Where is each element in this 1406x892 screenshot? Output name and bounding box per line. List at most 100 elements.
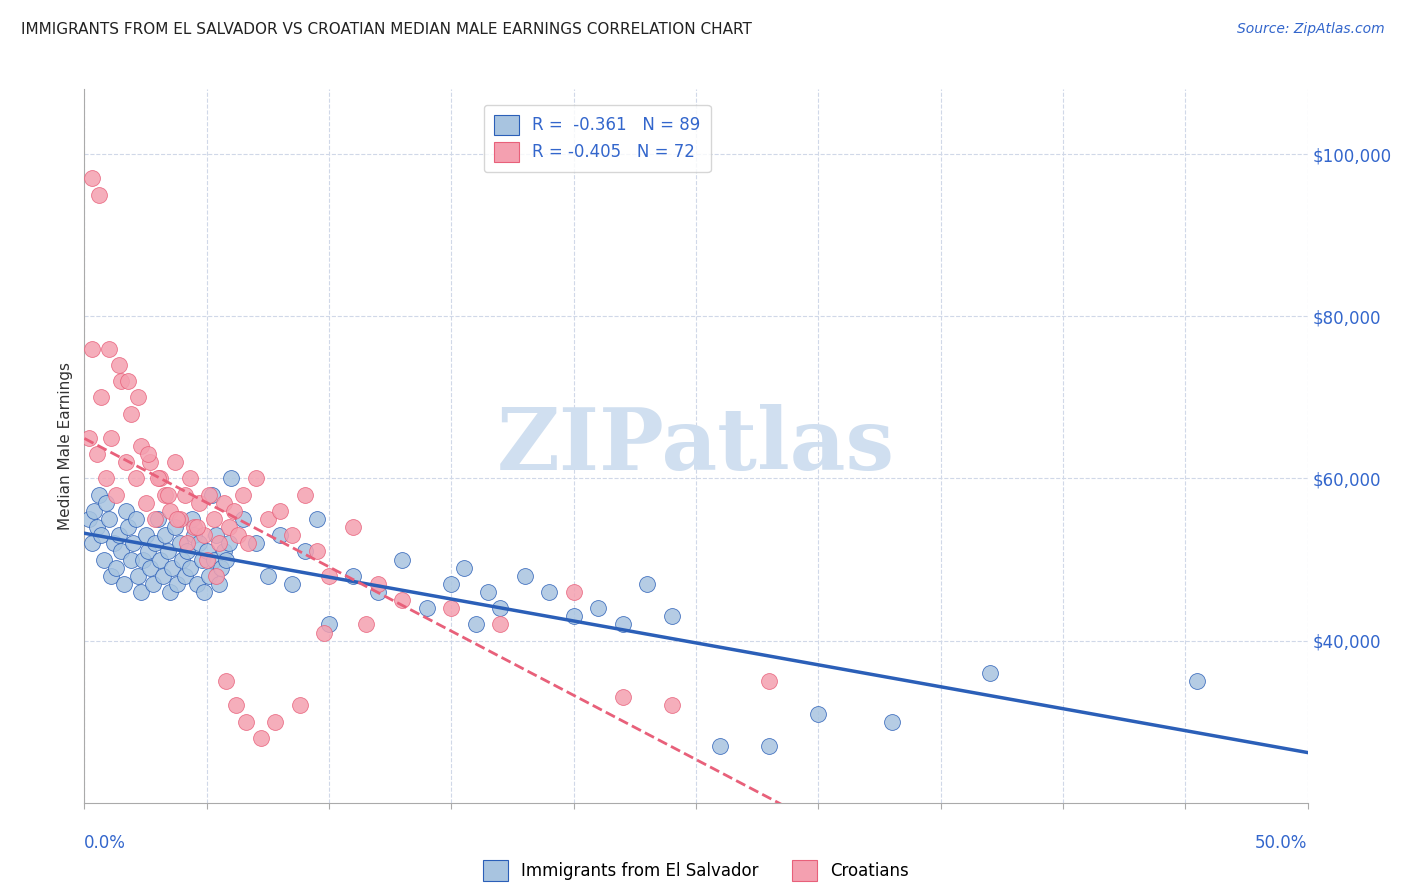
Point [169,512,191,526]
Point [100,568,122,582]
Point [318,568,340,582]
Point [257,568,280,582]
Point [269,528,291,542]
Point [125,471,148,485]
Point [139,455,162,469]
Point [100,431,122,445]
Point [166,512,188,526]
Point [146,512,169,526]
Point [281,528,304,542]
Point [538,585,561,599]
Point [245,536,267,550]
Point [661,698,683,713]
Point [209,560,232,574]
Point [179,560,201,574]
Point [103,536,125,550]
Point [125,512,148,526]
Point [342,520,364,534]
Point [235,714,257,729]
Point [249,731,271,745]
Point [215,674,238,689]
Y-axis label: Median Male Earnings: Median Male Earnings [58,362,73,530]
Point [110,374,132,388]
Point [245,471,267,485]
Point [107,528,129,542]
Point [202,552,225,566]
Point [132,552,155,566]
Point [477,585,499,599]
Point [87,488,110,502]
Point [162,560,184,574]
Point [1187,674,1209,689]
Point [139,560,162,574]
Point [636,577,658,591]
Point [269,504,291,518]
Point [193,528,215,542]
Point [367,585,389,599]
Point [159,504,181,518]
Point [342,568,364,582]
Point [562,585,585,599]
Point [90,528,112,542]
Point [195,544,218,558]
Point [169,536,191,550]
Point [416,601,439,615]
Point [166,577,188,591]
Point [142,577,165,591]
Point [758,674,780,689]
Point [228,528,250,542]
Point [149,471,172,485]
Point [212,544,235,558]
Point [314,625,336,640]
Point [238,536,260,550]
Point [612,617,634,632]
Point [159,585,181,599]
Point [612,690,634,705]
Point [181,512,204,526]
Point [202,512,225,526]
Point [136,544,159,558]
Point [90,390,112,404]
Point [136,447,159,461]
Point [215,552,238,566]
Point [173,488,195,502]
Point [152,568,174,582]
Point [294,544,316,558]
Point [93,552,115,566]
Point [120,552,142,566]
Point [186,520,208,534]
Point [513,568,536,582]
Text: Source: ZipAtlas.com: Source: ZipAtlas.com [1237,22,1385,37]
Point [127,568,149,582]
Point [153,528,176,542]
Point [318,617,340,632]
Point [979,666,1001,681]
Point [305,544,328,558]
Point [225,698,247,713]
Point [562,609,585,624]
Point [129,439,152,453]
Point [489,617,512,632]
Point [83,504,105,518]
Point [156,488,179,502]
Point [212,496,235,510]
Point [96,496,118,510]
Point [156,544,179,558]
Point [191,552,214,566]
Point [219,471,242,485]
Point [288,698,311,713]
Point [232,488,254,502]
Point [80,536,103,550]
Point [586,601,609,615]
Point [257,512,280,526]
Point [294,488,316,502]
Point [86,520,108,534]
Point [117,520,139,534]
Point [758,739,780,753]
Point [143,512,166,526]
Point [105,488,128,502]
Point [129,585,152,599]
Point [186,577,208,591]
Point [149,552,172,566]
Point [222,504,245,518]
